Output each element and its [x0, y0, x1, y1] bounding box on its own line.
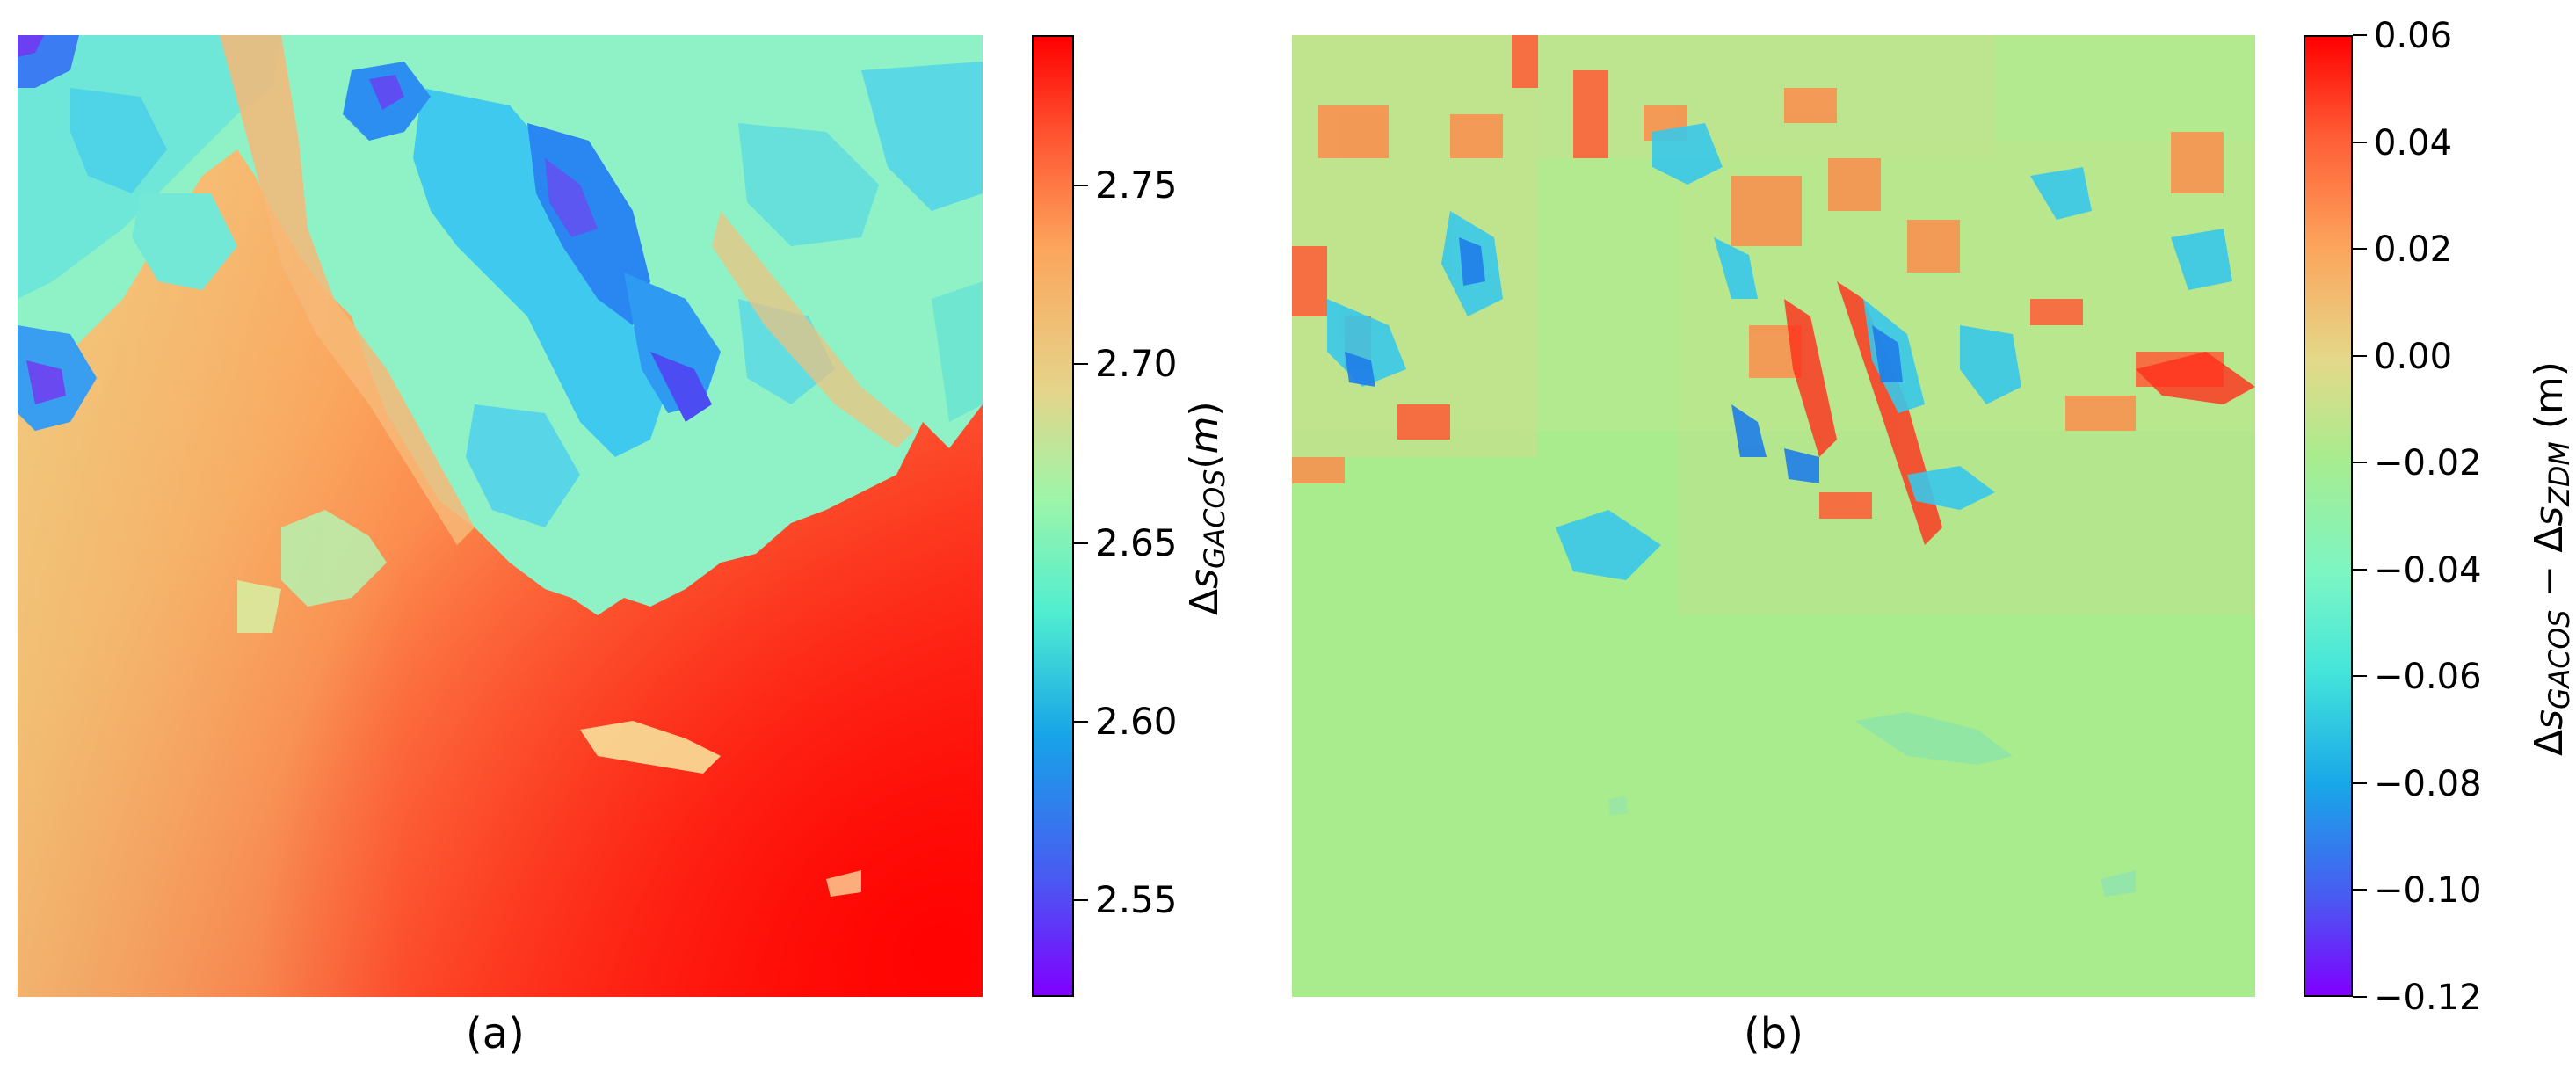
- colorbar-tick: [1074, 899, 1088, 902]
- colorbar-tick: [1074, 720, 1088, 723]
- heatmap-a-image: [18, 35, 983, 997]
- caption-a: (a): [466, 1009, 525, 1058]
- colorbar-tick: [1074, 542, 1088, 544]
- heatmap-b-image: [1292, 35, 2255, 997]
- colorbar-tick: [1074, 363, 1088, 366]
- colorbar-tick-label: −0.12: [2374, 978, 2482, 1018]
- colorbar-tick-label: −0.06: [2374, 657, 2482, 698]
- colorbar-tick-label: 0.06: [2374, 16, 2453, 56]
- colorbar-b: [2304, 35, 2353, 997]
- colorbar-tick-label: 0.00: [2374, 336, 2453, 377]
- heatmap-b: [1292, 35, 2255, 997]
- colorbar-tick: [2353, 675, 2367, 678]
- colorbar-b-label: ΔsGACOS − ΔsZDM (m): [2527, 361, 2576, 756]
- heatmap-a: [18, 35, 983, 997]
- colorbar-tick: [2353, 568, 2367, 571]
- colorbar-tick: [2353, 782, 2367, 784]
- colorbar-tick: [2353, 462, 2367, 464]
- colorbar-tick: [2353, 248, 2367, 251]
- colorbar-tick-label: 2.55: [1095, 878, 1178, 922]
- colorbar-tick: [2353, 889, 2367, 891]
- colorbar-a: [1032, 35, 1074, 997]
- colorbar-tick-label: 0.04: [2374, 122, 2453, 164]
- colorbar-tick-label: −0.10: [2374, 870, 2482, 912]
- colorbar-tick-label: 2.65: [1095, 520, 1178, 564]
- colorbar-tick-label: −0.04: [2374, 549, 2482, 591]
- caption-b: (b): [1744, 1009, 1803, 1058]
- colorbar-tick-label: 2.75: [1095, 163, 1178, 207]
- colorbar-tick-label: −0.02: [2374, 443, 2482, 484]
- colorbar-a-label: ΔsGACOS(m): [1182, 401, 1231, 615]
- colorbar-tick-label: 2.70: [1095, 342, 1178, 386]
- colorbar-tick: [2353, 141, 2367, 143]
- colorbar-tick-label: 0.02: [2374, 229, 2453, 271]
- colorbar-tick: [2353, 354, 2367, 357]
- colorbar-tick: [2353, 996, 2367, 998]
- colorbar-tick: [2353, 34, 2367, 36]
- colorbar-tick-label: −0.08: [2374, 763, 2482, 804]
- colorbar-tick-label: 2.60: [1095, 699, 1178, 743]
- colorbar-tick: [1074, 184, 1088, 186]
